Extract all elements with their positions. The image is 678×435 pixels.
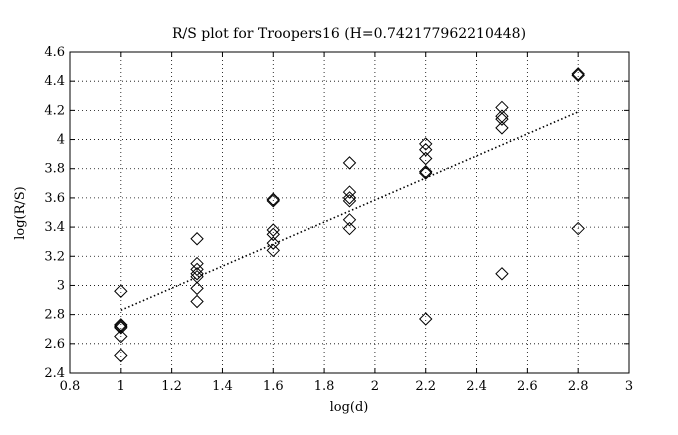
- data-point-diamond: [190, 256, 204, 271]
- data-point-diamond: [114, 348, 128, 363]
- data-point-diamond: [342, 191, 357, 205]
- data-point-diamond: [495, 267, 509, 281]
- data-point-diamond: [419, 164, 433, 179]
- data-point-diamond: [114, 319, 128, 334]
- data-point-diamond: [342, 213, 357, 227]
- data-point-diamond: [266, 236, 280, 250]
- data-point-diamond: [571, 68, 585, 83]
- x-tick-label: 1.4: [212, 379, 233, 394]
- axis-ticks: [69, 51, 630, 374]
- chart-title: R/S plot for Troopers16 (H=0.74217796221…: [172, 26, 526, 42]
- data-point-diamond: [419, 312, 433, 326]
- x-tick-label: 1: [117, 379, 125, 394]
- x-tick-label: 2.4: [466, 379, 487, 394]
- data-point-diamond: [266, 243, 280, 258]
- data-point-diamond: [190, 294, 204, 309]
- y-tick-label: 2.6: [44, 337, 65, 352]
- y-axis-label: log(R/S): [13, 186, 28, 240]
- data-points: [114, 67, 585, 363]
- data-point-diamond: [419, 143, 433, 157]
- plot-area-frame: [69, 51, 630, 374]
- data-point-diamond: [571, 221, 585, 236]
- y-tick-label: 3.2: [44, 249, 65, 264]
- y-tick-label: 3: [57, 278, 65, 293]
- x-tick-label: 1.8: [314, 379, 335, 394]
- data-point-diamond: [114, 321, 128, 335]
- data-point-diamond: [495, 112, 509, 126]
- y-tick-label: 4.4: [44, 74, 65, 89]
- data-point-diamond: [495, 100, 509, 115]
- data-point-diamond: [114, 284, 128, 298]
- data-point-diamond: [190, 281, 204, 296]
- x-tick-label: 2.2: [415, 379, 436, 394]
- x-tick-label: 2: [371, 379, 379, 394]
- y-tick-label: 4: [57, 133, 65, 148]
- y-tick-label: 2.8: [44, 308, 65, 323]
- x-tick-label: 0.8: [60, 379, 81, 394]
- data-point-diamond: [495, 121, 509, 135]
- x-tick-label: 3: [625, 379, 633, 394]
- data-point-diamond: [190, 232, 204, 246]
- data-point-diamond: [342, 194, 357, 208]
- y-tick-label: 2.4: [44, 366, 65, 381]
- x-tick-label: 2.8: [568, 379, 589, 394]
- data-point-diamond: [190, 262, 204, 277]
- x-tick-labels: 0.8 1 1.2 1.4 1.6 1.8 2 2.2 2.4 2.6 2.8 3: [60, 379, 633, 394]
- data-point-diamond: [114, 329, 128, 344]
- y-tick-label: 3.8: [44, 162, 65, 177]
- y-tick-label: 4.2: [44, 103, 65, 118]
- data-point-diamond: [419, 137, 433, 151]
- x-tick-label: 1.6: [263, 379, 284, 394]
- data-point-diamond: [342, 156, 357, 170]
- data-point-diamond: [419, 166, 433, 180]
- data-point-diamond: [266, 194, 280, 208]
- fit-line: [120, 111, 579, 311]
- data-point-diamond: [419, 151, 433, 166]
- y-tick-labels: 2.4 2.6 2.8 3 3.2 3.4 3.6 3.8 4 4.2 4.4 4.6: [44, 45, 65, 381]
- y-tick-label: 4.6: [44, 45, 65, 60]
- data-point-diamond: [190, 267, 204, 281]
- y-tick-label: 3.4: [44, 220, 65, 235]
- x-tick-label: 2.6: [517, 379, 538, 394]
- data-point-diamond: [342, 221, 357, 236]
- data-point-diamond: [266, 227, 280, 242]
- fit-line-group: [120, 111, 579, 311]
- data-point-diamond: [571, 67, 585, 81]
- y-tick-label: 3.6: [44, 191, 65, 206]
- data-point-diamond: [266, 223, 280, 237]
- grid-lines: [70, 52, 629, 373]
- x-axis-label: log(d): [330, 400, 369, 415]
- data-point-diamond: [342, 185, 357, 199]
- data-point-diamond: [266, 192, 280, 207]
- x-tick-label: 1.2: [161, 379, 182, 394]
